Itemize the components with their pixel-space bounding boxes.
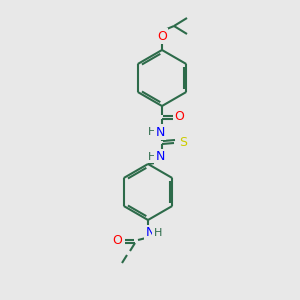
Text: O: O: [112, 235, 122, 248]
Text: H: H: [148, 152, 156, 162]
Text: S: S: [179, 136, 187, 148]
Text: H: H: [148, 127, 156, 137]
Text: N: N: [155, 151, 165, 164]
Text: O: O: [157, 29, 167, 43]
Text: O: O: [174, 110, 184, 124]
Text: N: N: [145, 226, 155, 239]
Text: N: N: [155, 125, 165, 139]
Text: H: H: [154, 228, 162, 238]
